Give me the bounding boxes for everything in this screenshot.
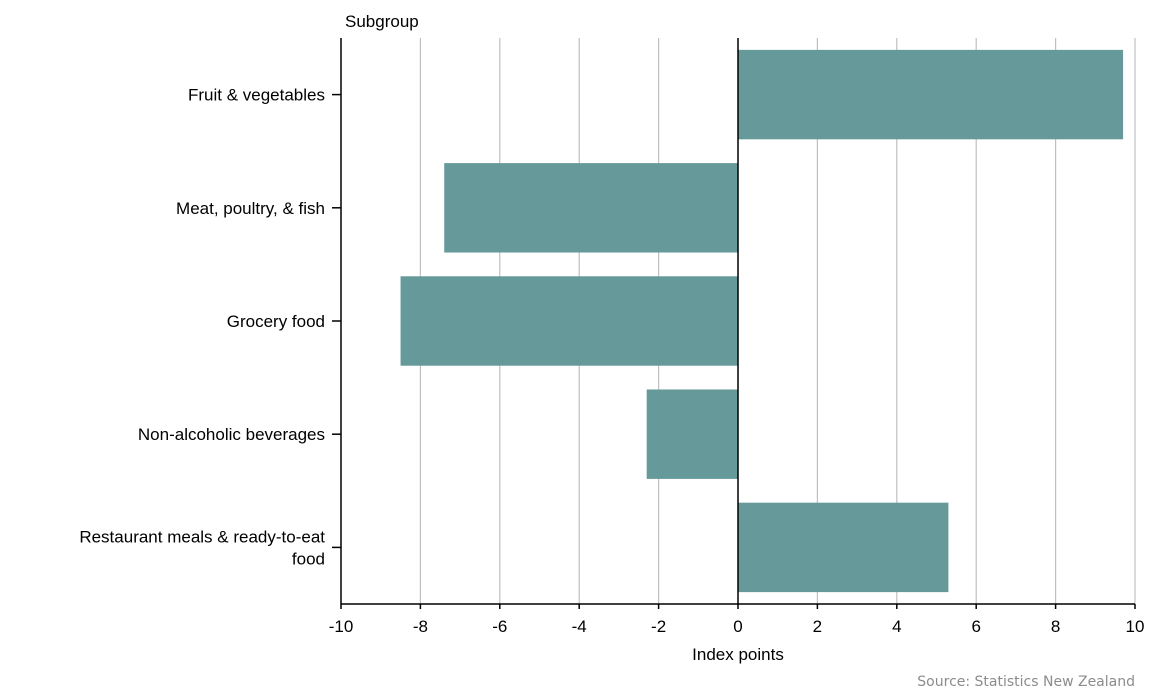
category-label: Fruit & vegetables xyxy=(188,86,325,105)
x-tick-label: 6 xyxy=(971,617,980,636)
bar xyxy=(400,276,738,366)
x-tick-label: -8 xyxy=(413,617,428,636)
bars xyxy=(400,49,1124,593)
x-tick-label: 4 xyxy=(892,617,901,636)
bar xyxy=(738,49,1124,140)
x-tick-label: 0 xyxy=(733,617,742,636)
bar xyxy=(444,163,738,253)
x-tick-label: 10 xyxy=(1126,617,1145,636)
source-note: Source: Statistics New Zealand xyxy=(917,674,1135,690)
category-label: Grocery food xyxy=(227,312,325,331)
category-label: Restaurant meals & ready-to-eat xyxy=(79,527,325,546)
x-tick-label: 2 xyxy=(813,617,822,636)
category-axis-title: Subgroup xyxy=(345,12,419,31)
x-tick-label: -6 xyxy=(492,617,507,636)
category-label: Non-alcoholic beverages xyxy=(138,425,325,444)
category-label: food xyxy=(292,549,325,568)
x-tick-label: -4 xyxy=(572,617,587,636)
axes: -10 -8 -6 -4 -2 0 2 4 6 8 10 Fruit & vegetables Meat… xyxy=(79,38,1144,636)
bar xyxy=(646,389,738,479)
x-tick-label: 8 xyxy=(1051,617,1060,636)
x-tick-label: -2 xyxy=(651,617,666,636)
x-axis-title: Index points xyxy=(692,645,784,664)
category-label: Meat, poultry, & fish xyxy=(176,199,325,218)
bar xyxy=(738,502,949,593)
x-tick-label: -10 xyxy=(329,617,354,636)
